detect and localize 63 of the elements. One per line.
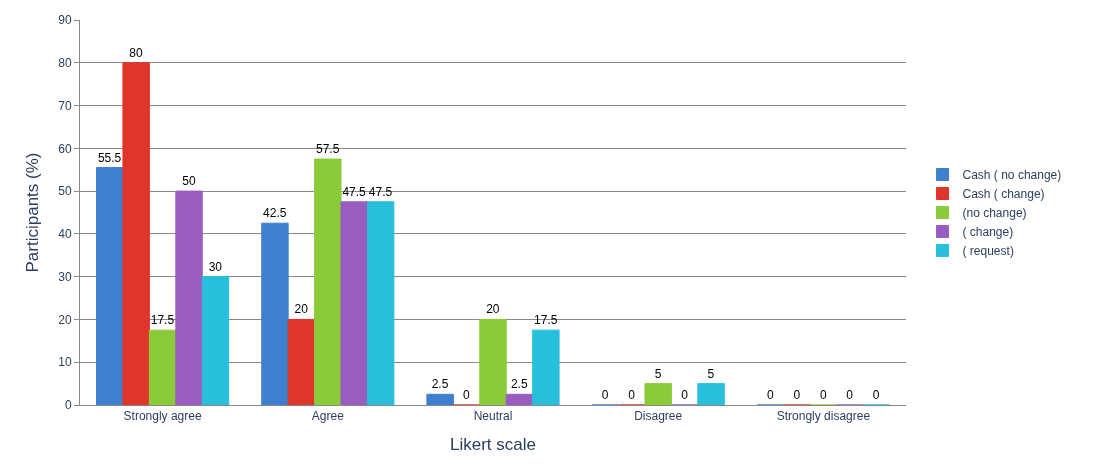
x-tick-label: Strongly agree	[123, 409, 202, 424]
legend-label: ( change)	[962, 225, 1014, 240]
data-label: 47.5	[342, 184, 367, 199]
y-tick-label: 10	[58, 355, 72, 370]
y-axis-title: Participants (%)	[22, 152, 42, 273]
x-tick-label: Neutral	[473, 409, 513, 424]
bar	[175, 190, 203, 405]
data-label: 80	[129, 45, 143, 60]
bar	[644, 383, 672, 405]
data-label: 30	[208, 259, 223, 274]
data-label: 17.5	[534, 313, 558, 328]
legend-label: Cash ( no change)	[962, 168, 1062, 183]
bar	[697, 383, 725, 405]
x-tick-label: Agree	[311, 409, 345, 424]
legend-label: Cash ( change)	[962, 187, 1045, 202]
y-tick-label: 70	[58, 98, 72, 113]
data-label: 17.5	[150, 313, 175, 328]
bar	[340, 201, 368, 405]
y-tick-label: 0	[64, 398, 72, 413]
data-label: 0	[601, 388, 609, 402]
data-label: 2.5	[510, 377, 528, 392]
data-label: 57.5	[315, 142, 340, 157]
y-tick-label: 40	[58, 227, 72, 242]
bar	[96, 167, 124, 405]
bar	[426, 393, 454, 405]
data-label: 0	[767, 388, 775, 402]
data-label: 20	[486, 302, 500, 317]
data-label: 0	[628, 388, 636, 402]
data-label: 0	[846, 388, 854, 402]
legend-label: ( request)	[962, 244, 1014, 259]
bar	[505, 393, 534, 405]
bar	[366, 201, 395, 405]
y-tick-label: 60	[58, 141, 72, 156]
data-label: 42.5	[263, 206, 287, 221]
data-label: 5	[654, 366, 662, 381]
y-tick-label: 30	[58, 269, 72, 284]
bar	[122, 62, 150, 405]
x-tick-label: Strongly disagree	[776, 409, 871, 424]
data-label: 55.5	[97, 150, 122, 165]
y-tick-label: 50	[58, 184, 72, 199]
legend-label: (no change)	[962, 206, 1027, 221]
data-label: 47.5	[368, 184, 393, 199]
data-label: 0	[681, 388, 689, 402]
data-label: 0	[872, 388, 880, 402]
x-axis-title: Likert scale	[450, 434, 536, 454]
data-label: 50	[182, 174, 196, 189]
bar	[148, 329, 177, 405]
data-label: 20	[294, 302, 309, 317]
x-tick-label: Disagree	[634, 409, 683, 424]
y-tick-label: 80	[58, 55, 72, 70]
bar	[314, 158, 342, 405]
bar	[532, 329, 560, 405]
bar	[479, 318, 507, 405]
bar	[261, 222, 289, 405]
y-tick-label: 90	[58, 13, 72, 28]
bar	[201, 276, 230, 405]
data-label: 0	[463, 388, 471, 402]
bar	[287, 318, 316, 405]
data-label: 5	[707, 366, 715, 381]
data-label: 0	[793, 388, 801, 402]
y-tick-label: 20	[58, 312, 72, 327]
data-label: 2.5	[431, 377, 449, 392]
data-label: 0	[819, 388, 827, 402]
